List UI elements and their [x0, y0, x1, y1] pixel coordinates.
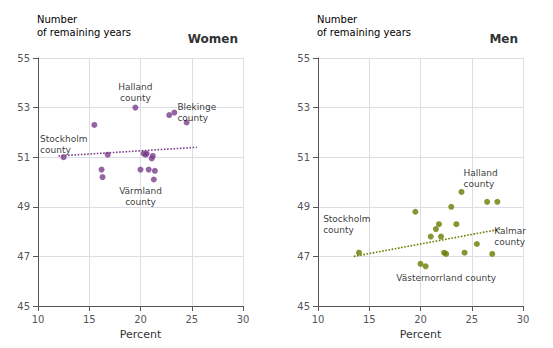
svg-text:49: 49	[297, 201, 310, 212]
svg-text:county: county	[125, 197, 156, 207]
svg-text:45: 45	[17, 301, 30, 312]
svg-text:Halland: Halland	[464, 168, 498, 178]
svg-text:county: county	[40, 145, 71, 155]
svg-text:25: 25	[185, 314, 198, 325]
svg-text:10: 10	[312, 314, 325, 325]
svg-text:Number: Number	[317, 14, 358, 25]
svg-text:15: 15	[363, 314, 376, 325]
svg-text:Stockholm: Stockholm	[40, 134, 87, 144]
svg-text:53: 53	[17, 102, 30, 113]
svg-text:55: 55	[297, 53, 310, 64]
svg-text:of remaining years: of remaining years	[317, 27, 411, 38]
svg-text:Värmland: Värmland	[119, 186, 162, 196]
svg-text:45: 45	[297, 301, 310, 312]
svg-text:Men: Men	[489, 32, 518, 46]
svg-text:47: 47	[17, 251, 30, 262]
svg-text:49: 49	[17, 201, 30, 212]
svg-text:25: 25	[465, 314, 478, 325]
svg-text:Västernorrland county: Västernorrland county	[396, 273, 496, 283]
svg-text:Blekinge: Blekinge	[177, 102, 216, 112]
svg-text:Stockholm: Stockholm	[323, 214, 370, 224]
svg-text:Kalmar: Kalmar	[494, 226, 526, 236]
svg-text:30: 30	[517, 314, 530, 325]
svg-text:county: county	[177, 113, 208, 123]
svg-text:47: 47	[297, 251, 310, 262]
svg-text:Number: Number	[37, 14, 78, 25]
svg-text:county: county	[464, 179, 495, 189]
svg-text:Percent: Percent	[400, 328, 442, 341]
svg-text:20: 20	[414, 314, 427, 325]
svg-text:county: county	[120, 93, 151, 103]
svg-text:30: 30	[237, 314, 250, 325]
svg-text:10: 10	[32, 314, 45, 325]
svg-text:51: 51	[17, 152, 30, 163]
svg-text:15: 15	[83, 314, 96, 325]
svg-text:Halland: Halland	[118, 82, 152, 92]
svg-text:of remaining years: of remaining years	[37, 27, 131, 38]
svg-text:55: 55	[17, 53, 30, 64]
svg-text:51: 51	[297, 152, 310, 163]
svg-text:Women: Women	[188, 32, 238, 46]
svg-text:53: 53	[297, 102, 310, 113]
svg-text:Percent: Percent	[120, 328, 162, 341]
svg-text:county: county	[494, 237, 525, 247]
svg-text:county: county	[323, 225, 354, 235]
svg-text:20: 20	[134, 314, 147, 325]
